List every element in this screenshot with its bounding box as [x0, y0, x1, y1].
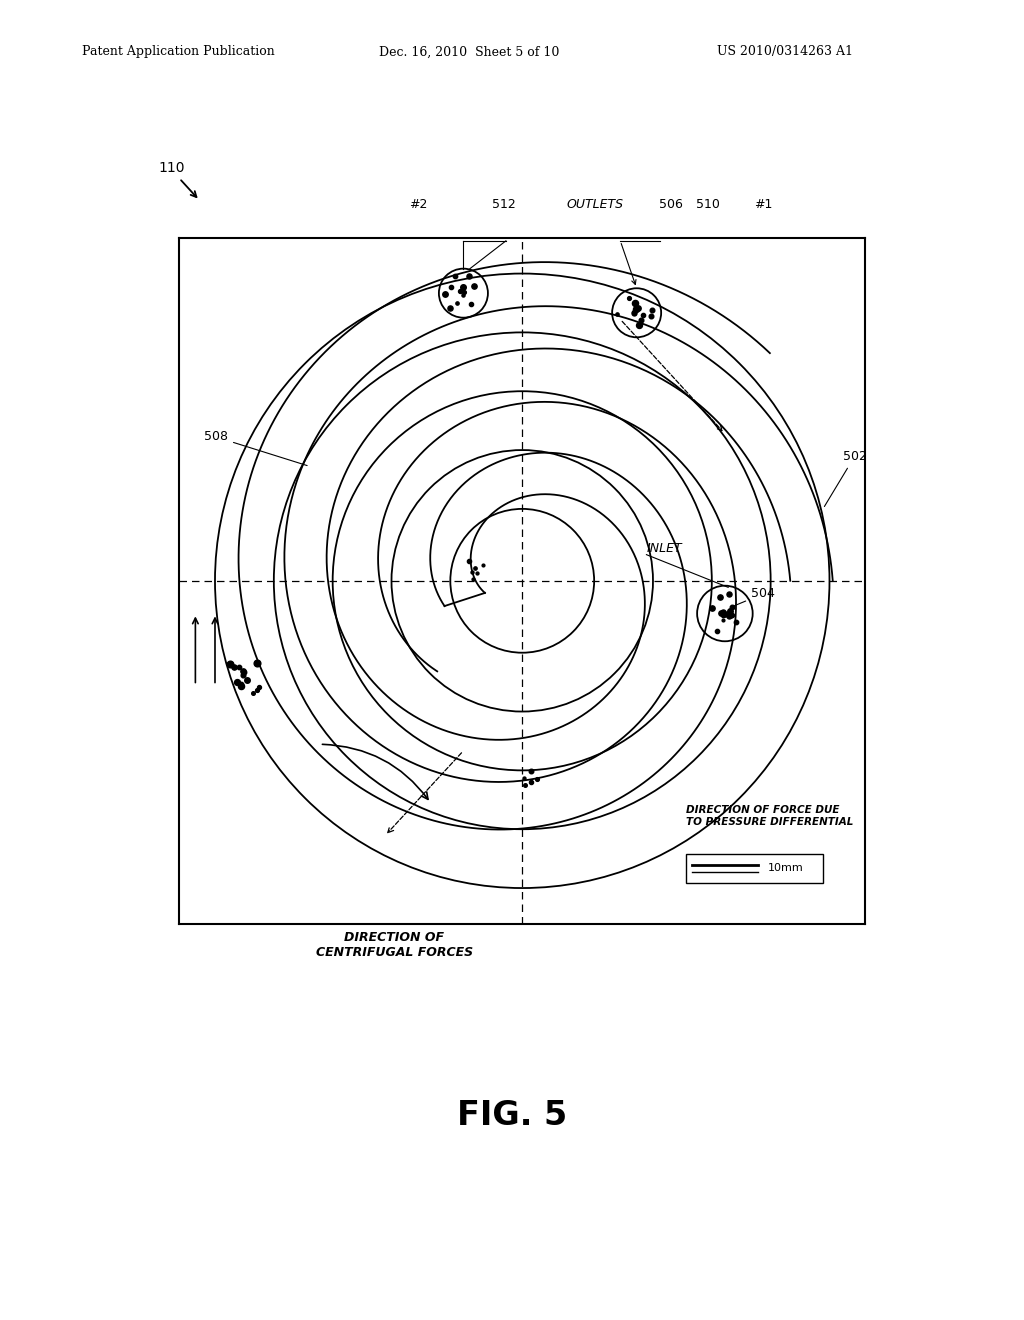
Text: 508: 508 — [204, 430, 307, 466]
Text: 110: 110 — [159, 161, 185, 174]
Text: #1: #1 — [754, 198, 772, 211]
Text: DIRECTION OF FORCE DUE
TO PRESSURE DIFFERENTIAL: DIRECTION OF FORCE DUE TO PRESSURE DIFFE… — [686, 805, 853, 826]
Text: 504: 504 — [734, 587, 775, 606]
Text: INLET: INLET — [646, 541, 682, 554]
Text: 512: 512 — [492, 198, 516, 211]
Text: OUTLETS: OUTLETS — [566, 198, 624, 211]
Text: 10mm: 10mm — [767, 863, 803, 874]
Text: FIG. 5: FIG. 5 — [457, 1098, 567, 1133]
Text: 510: 510 — [695, 198, 720, 211]
Text: 506: 506 — [658, 198, 682, 211]
Text: Patent Application Publication: Patent Application Publication — [82, 45, 274, 58]
Text: DIRECTION OF
CENTRIFUGAL FORCES: DIRECTION OF CENTRIFUGAL FORCES — [315, 931, 473, 958]
Text: #2: #2 — [410, 198, 428, 211]
Text: Dec. 16, 2010  Sheet 5 of 10: Dec. 16, 2010 Sheet 5 of 10 — [379, 45, 559, 58]
Text: 502: 502 — [824, 450, 866, 507]
Text: US 2010/0314263 A1: US 2010/0314263 A1 — [717, 45, 853, 58]
